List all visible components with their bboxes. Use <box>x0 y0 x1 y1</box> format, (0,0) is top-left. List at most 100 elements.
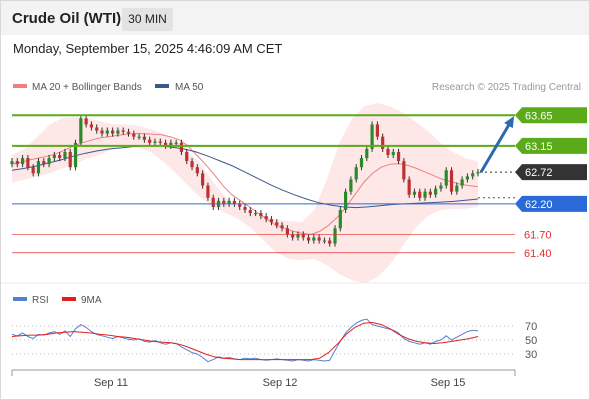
projection-arrowhead <box>504 116 515 129</box>
candle <box>31 167 35 174</box>
candle <box>396 151 401 162</box>
level-tag <box>515 164 587 181</box>
ma50-legend-swatch <box>155 84 169 88</box>
ma50-legend-label: MA 50 <box>175 82 204 93</box>
candle <box>68 151 72 168</box>
candle <box>142 136 146 140</box>
candle <box>275 222 279 226</box>
candle <box>449 170 454 192</box>
candle <box>391 151 395 155</box>
level-tag <box>515 195 587 212</box>
candle <box>105 130 109 134</box>
level-tag <box>515 137 587 154</box>
chart-header: Crude Oil (WTI) 30 MIN <box>1 1 589 35</box>
candle <box>58 155 62 159</box>
candle <box>317 237 321 241</box>
candle <box>158 141 162 143</box>
bollinger-band <box>12 103 478 284</box>
candle <box>15 161 19 165</box>
candle <box>116 130 120 134</box>
candle <box>52 155 56 159</box>
candle <box>206 185 210 198</box>
candle <box>381 136 385 149</box>
level-label: 61.70 <box>524 229 552 241</box>
candle <box>126 131 131 134</box>
candle <box>402 161 406 180</box>
candle <box>121 130 125 132</box>
candle <box>322 240 327 242</box>
candle <box>47 158 51 165</box>
candle <box>20 158 25 165</box>
candle <box>201 173 205 186</box>
candle <box>465 176 470 180</box>
candle <box>195 167 199 174</box>
rsi-ma-legend-swatch <box>62 297 76 301</box>
candle <box>434 188 438 195</box>
candle <box>428 191 432 195</box>
candle <box>280 225 284 229</box>
candle <box>238 203 242 207</box>
level-label: 63.15 <box>525 141 553 153</box>
candle <box>174 142 178 144</box>
candle <box>264 216 268 220</box>
candle <box>148 139 152 143</box>
candle <box>476 172 480 174</box>
x-tick-label: Sep 11 <box>94 377 128 389</box>
rsi-legend-swatch <box>13 297 27 301</box>
ma20-legend-label: MA 20 + Bollinger Bands <box>32 82 142 93</box>
rsi-ma-line <box>11 321 479 361</box>
rsi-tick-label: 30 <box>525 349 537 361</box>
level-label: 63.65 <box>525 110 553 122</box>
chart-datetime: Monday, September 15, 2025 4:46:09 AM CE… <box>13 41 283 56</box>
candle <box>42 161 46 165</box>
rsi-line <box>11 318 479 363</box>
candle <box>386 148 390 155</box>
interval-button[interactable]: 30 MIN <box>122 8 173 31</box>
candle <box>312 237 316 241</box>
candle <box>370 124 374 149</box>
candle <box>253 213 258 215</box>
candle <box>354 167 358 180</box>
candle <box>153 141 157 143</box>
candle <box>163 142 168 146</box>
candle <box>10 161 14 165</box>
projection-arrow <box>479 120 513 173</box>
candle <box>84 118 88 125</box>
candle <box>227 200 231 204</box>
candle <box>328 240 332 244</box>
candle <box>269 219 274 223</box>
candle <box>132 133 136 137</box>
ma20-legend-swatch <box>13 84 27 88</box>
candle <box>111 130 115 134</box>
candle <box>248 210 252 214</box>
level-label: 62.72 <box>525 167 553 179</box>
rsi-ma-legend-label: 9MA <box>81 295 102 306</box>
candle <box>190 161 194 168</box>
candle <box>232 200 237 204</box>
rsi-tick-label: 70 <box>525 321 537 333</box>
candle <box>243 206 247 210</box>
candle <box>375 124 379 137</box>
rsi-tick-label: 50 <box>525 335 537 347</box>
candle <box>73 142 78 168</box>
candle <box>137 136 141 138</box>
candle <box>100 130 104 134</box>
chart-title: Crude Oil (WTI) <box>12 10 122 27</box>
candle <box>344 191 348 210</box>
candle <box>211 197 215 207</box>
candle <box>36 161 41 174</box>
candle <box>338 210 342 229</box>
x-tick-label: Sep 15 <box>431 377 466 389</box>
candle <box>285 228 289 235</box>
candle <box>26 158 30 168</box>
candle <box>349 179 353 192</box>
candle <box>412 191 417 195</box>
candle <box>439 185 443 189</box>
copyright-text: Research © 2025 Trading Central <box>432 82 581 93</box>
candle <box>460 179 464 186</box>
candle <box>365 148 369 159</box>
level-label: 61.40 <box>524 248 552 260</box>
candle <box>63 151 67 159</box>
candle <box>444 170 448 186</box>
